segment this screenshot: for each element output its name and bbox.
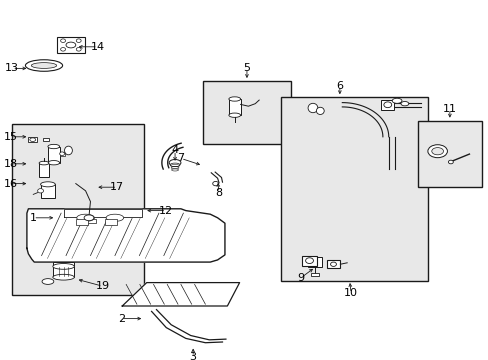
Ellipse shape [42,279,54,284]
Ellipse shape [106,214,123,221]
Circle shape [61,48,65,51]
Text: 8: 8 [215,188,222,198]
Ellipse shape [31,63,57,68]
Text: 6: 6 [336,81,343,91]
Text: 14: 14 [91,42,104,52]
Ellipse shape [228,113,240,117]
Ellipse shape [39,161,49,165]
Text: 15: 15 [4,132,18,142]
Ellipse shape [53,264,74,269]
Ellipse shape [427,145,447,158]
Ellipse shape [48,144,60,149]
Bar [203,81,290,144]
Ellipse shape [400,102,408,106]
Bar [60,152,64,156]
Bar [43,138,49,141]
Circle shape [330,262,336,266]
Text: 5: 5 [243,63,250,73]
Text: 1: 1 [30,213,37,223]
Ellipse shape [41,182,55,187]
Ellipse shape [66,42,76,48]
Bar [87,219,96,223]
Polygon shape [122,283,239,306]
Bar [307,257,321,267]
Ellipse shape [53,274,74,280]
Text: 10: 10 [344,288,357,298]
Circle shape [61,39,65,42]
Text: 11: 11 [442,104,456,114]
Ellipse shape [25,60,62,71]
Circle shape [212,181,218,186]
Bar [302,256,316,266]
Circle shape [305,258,313,264]
Ellipse shape [307,103,317,113]
Text: 4: 4 [171,145,178,156]
Bar [57,37,84,53]
Bar [39,163,49,177]
Bar [12,124,144,295]
Polygon shape [63,209,142,217]
Circle shape [38,189,43,193]
Polygon shape [27,209,224,262]
Text: 18: 18 [4,159,18,169]
Circle shape [76,39,81,42]
Bar [228,99,240,115]
Text: 9: 9 [297,273,304,283]
Ellipse shape [316,107,324,114]
Bar [105,219,117,225]
Ellipse shape [228,97,240,101]
Bar [326,260,340,268]
Ellipse shape [84,215,94,221]
Bar [381,100,393,110]
Text: 16: 16 [4,179,18,189]
Bar [48,147,60,163]
Bar [41,184,55,198]
Text: 3: 3 [189,352,196,360]
Text: 12: 12 [159,206,173,216]
Ellipse shape [30,138,36,141]
Text: 17: 17 [110,182,124,192]
Text: 13: 13 [5,63,19,73]
Text: 7: 7 [177,153,184,163]
Ellipse shape [64,146,72,155]
Bar [281,97,427,281]
Text: 19: 19 [96,281,109,291]
Bar [76,219,88,225]
Circle shape [447,160,452,164]
Ellipse shape [77,214,94,221]
Ellipse shape [383,102,391,108]
Text: 2: 2 [118,314,124,324]
Circle shape [76,48,81,51]
Ellipse shape [391,98,401,103]
Bar [310,273,318,276]
Ellipse shape [170,163,180,167]
Bar [417,121,481,187]
Ellipse shape [169,159,181,166]
Ellipse shape [431,148,443,155]
Ellipse shape [60,152,64,156]
Bar [28,137,37,142]
Ellipse shape [48,161,60,165]
Bar [53,262,74,277]
